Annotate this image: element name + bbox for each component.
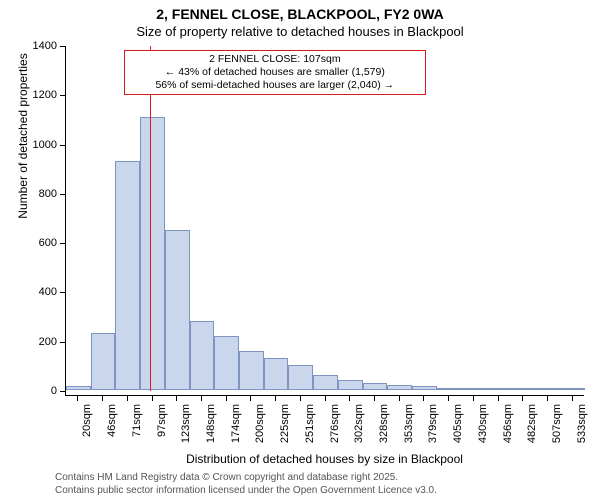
x-tick-mark <box>127 396 128 401</box>
x-tick-mark <box>448 396 449 401</box>
x-tick-mark <box>547 396 548 401</box>
x-tick-mark <box>473 396 474 401</box>
x-tick-mark <box>349 396 350 401</box>
histogram-bar <box>461 388 486 390</box>
x-tick-mark <box>498 396 499 401</box>
x-tick-mark <box>399 396 400 401</box>
histogram-bar <box>264 358 289 390</box>
y-tick-mark <box>60 194 65 195</box>
y-tick-mark <box>60 145 65 146</box>
y-tick-label: 1000 <box>27 139 57 151</box>
x-tick-mark <box>176 396 177 401</box>
histogram-bar <box>288 365 313 390</box>
annotation-line: 2 FENNEL CLOSE: 107sqm <box>129 53 421 66</box>
histogram-bar <box>140 117 165 391</box>
x-tick-label: 302sqm <box>353 404 365 449</box>
y-tick-label: 1400 <box>27 40 57 52</box>
y-tick-label: 400 <box>27 286 57 298</box>
annotation-box: 2 FENNEL CLOSE: 107sqm← 43% of detached … <box>124 50 426 95</box>
footer-line-1: Contains HM Land Registry data © Crown c… <box>55 472 398 483</box>
x-tick-label: 71sqm <box>131 404 143 449</box>
y-tick-mark <box>60 342 65 343</box>
histogram-bar <box>115 161 140 390</box>
y-tick-label: 200 <box>27 336 57 348</box>
histogram-bar <box>165 230 190 390</box>
title-line-1: 2, FENNEL CLOSE, BLACKPOOL, FY2 0WA <box>0 6 600 22</box>
x-tick-mark <box>572 396 573 401</box>
x-tick-mark <box>300 396 301 401</box>
histogram-bar <box>363 383 388 390</box>
y-tick-label: 600 <box>27 237 57 249</box>
histogram-bar <box>536 388 561 390</box>
histogram-bar <box>190 321 215 390</box>
x-tick-label: 353sqm <box>403 404 415 449</box>
y-tick-mark <box>60 95 65 96</box>
x-tick-mark <box>226 396 227 401</box>
x-tick-mark <box>250 396 251 401</box>
x-tick-label: 405sqm <box>452 404 464 449</box>
histogram-bar <box>338 380 363 390</box>
x-tick-label: 200sqm <box>254 404 266 449</box>
x-tick-label: 507sqm <box>551 404 563 449</box>
histogram-bar <box>412 386 437 390</box>
y-tick-mark <box>60 391 65 392</box>
x-tick-label: 174sqm <box>230 404 242 449</box>
x-tick-mark <box>201 396 202 401</box>
histogram-bar <box>239 351 264 390</box>
x-tick-mark <box>152 396 153 401</box>
histogram-bar <box>66 386 91 390</box>
x-axis-label: Distribution of detached houses by size … <box>65 452 584 466</box>
x-tick-label: 456sqm <box>502 404 514 449</box>
x-tick-mark <box>423 396 424 401</box>
x-tick-label: 148sqm <box>205 404 217 449</box>
footer-line-2: Contains public sector information licen… <box>55 485 437 496</box>
x-tick-label: 46sqm <box>106 404 118 449</box>
histogram-bar <box>560 388 585 390</box>
x-tick-label: 97sqm <box>156 404 168 449</box>
x-tick-label: 533sqm <box>576 404 588 449</box>
x-tick-label: 328sqm <box>378 404 390 449</box>
x-tick-label: 430sqm <box>477 404 489 449</box>
y-tick-label: 1200 <box>27 89 57 101</box>
y-tick-mark <box>60 292 65 293</box>
y-tick-label: 0 <box>27 385 57 397</box>
histogram-bar <box>511 388 536 390</box>
x-tick-label: 123sqm <box>180 404 192 449</box>
x-tick-mark <box>102 396 103 401</box>
x-tick-mark <box>325 396 326 401</box>
title-line-2: Size of property relative to detached ho… <box>0 24 600 39</box>
histogram-bar <box>387 385 412 390</box>
histogram-bar <box>486 388 511 390</box>
x-tick-label: 225sqm <box>279 404 291 449</box>
x-tick-label: 20sqm <box>81 404 93 449</box>
annotation-line: 56% of semi-detached houses are larger (… <box>129 79 421 92</box>
y-tick-label: 800 <box>27 188 57 200</box>
x-tick-label: 482sqm <box>526 404 538 449</box>
x-tick-mark <box>77 396 78 401</box>
histogram-bar <box>214 336 239 390</box>
property-marker-line <box>150 46 151 391</box>
plot-area: 2 FENNEL CLOSE: 107sqm← 43% of detached … <box>65 46 584 396</box>
x-tick-label: 251sqm <box>304 404 316 449</box>
x-tick-label: 379sqm <box>427 404 439 449</box>
x-tick-label: 276sqm <box>329 404 341 449</box>
x-tick-mark <box>522 396 523 401</box>
histogram-bar <box>313 375 338 390</box>
y-tick-mark <box>60 243 65 244</box>
chart-container: 2, FENNEL CLOSE, BLACKPOOL, FY2 0WA Size… <box>0 0 600 500</box>
annotation-line: ← 43% of detached houses are smaller (1,… <box>129 66 421 79</box>
x-tick-mark <box>275 396 276 401</box>
x-tick-mark <box>374 396 375 401</box>
histogram-bar <box>437 388 462 390</box>
y-tick-mark <box>60 46 65 47</box>
histogram-bar <box>91 333 116 390</box>
